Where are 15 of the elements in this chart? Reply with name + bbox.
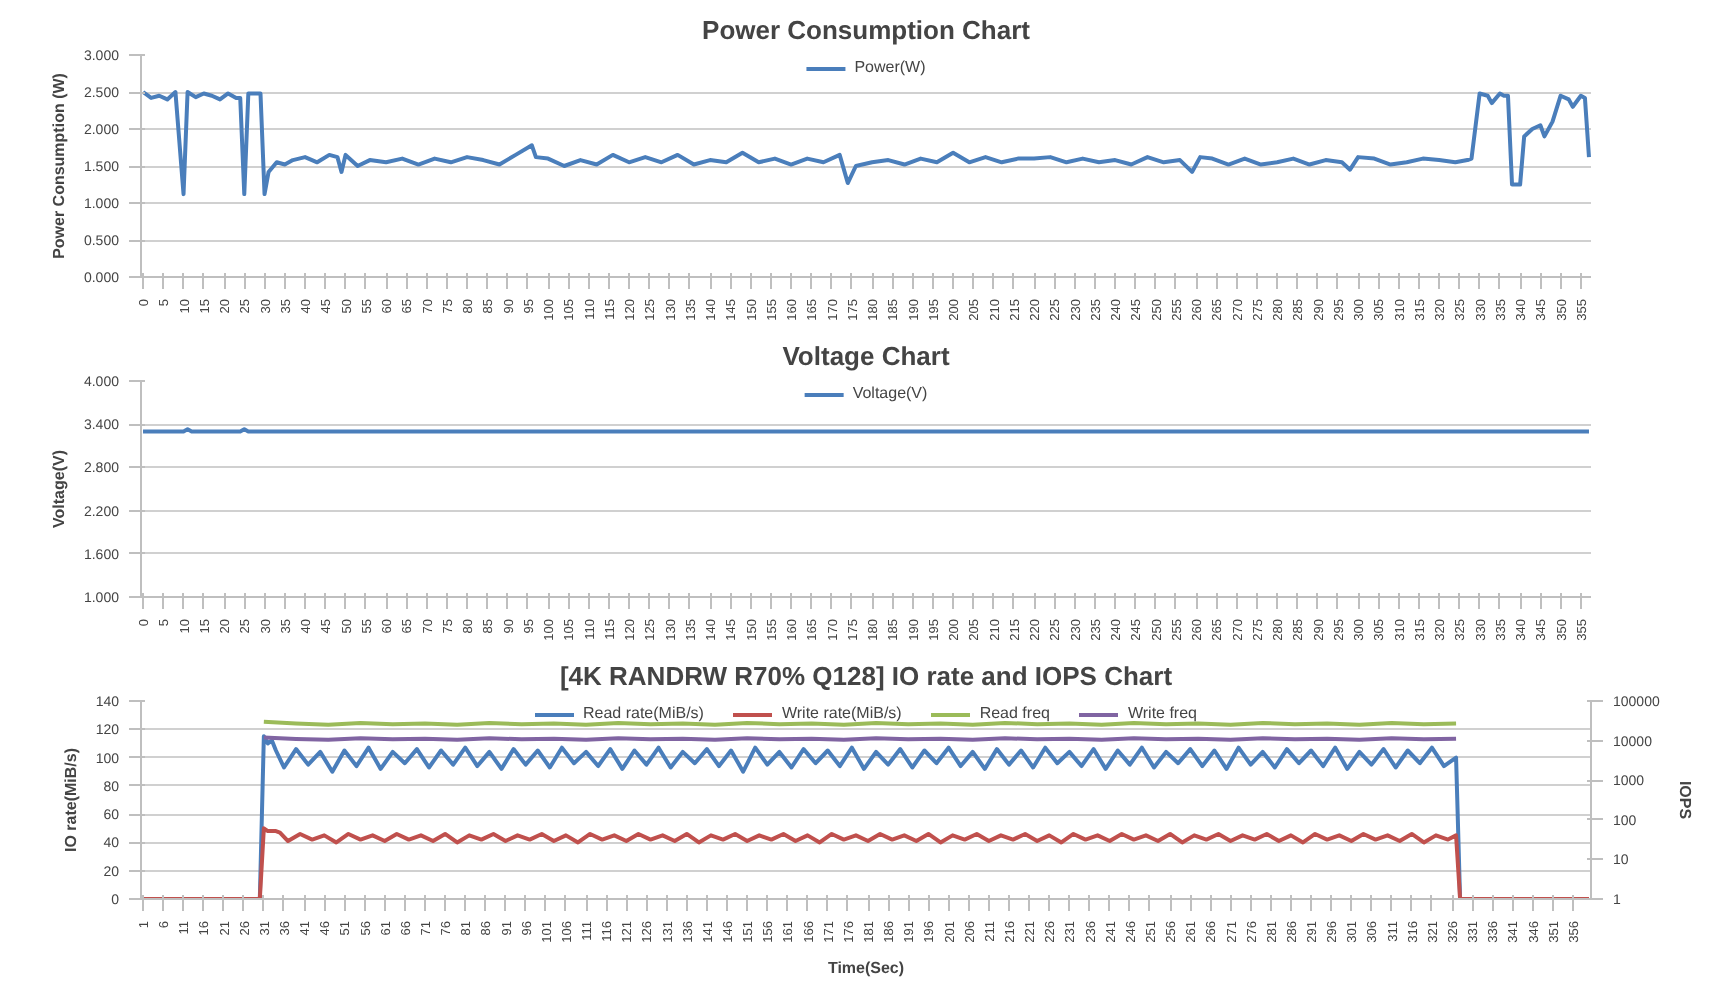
legend-label: Write freq <box>1127 704 1197 722</box>
y-axis-title: IO rate(MiB/s) <box>61 747 80 853</box>
legend-label: Read rate(MiB/s) <box>583 704 704 722</box>
legend-label: Write rate(MiB/s) <box>781 704 902 722</box>
legend-label: Read freq <box>979 704 1050 722</box>
x-axis-title: Time(Sec) <box>827 958 905 977</box>
y-axis-title: Power Consumption (W) <box>49 72 68 259</box>
y2-axis-title: IOPS <box>1675 780 1694 821</box>
chart-title: Power Consumption Chart <box>702 15 1032 45</box>
legend-label: Power(W) <box>854 58 926 76</box>
legend-label: Voltage(V) <box>852 384 928 402</box>
chart-title: [4K RANDRW R70% Q128] IO rate and IOPS Chart <box>559 661 1174 691</box>
chart-title: Voltage Chart <box>782 341 951 371</box>
y-axis-title: Voltage(V) <box>49 449 68 528</box>
line-series <box>141 90 1591 197</box>
